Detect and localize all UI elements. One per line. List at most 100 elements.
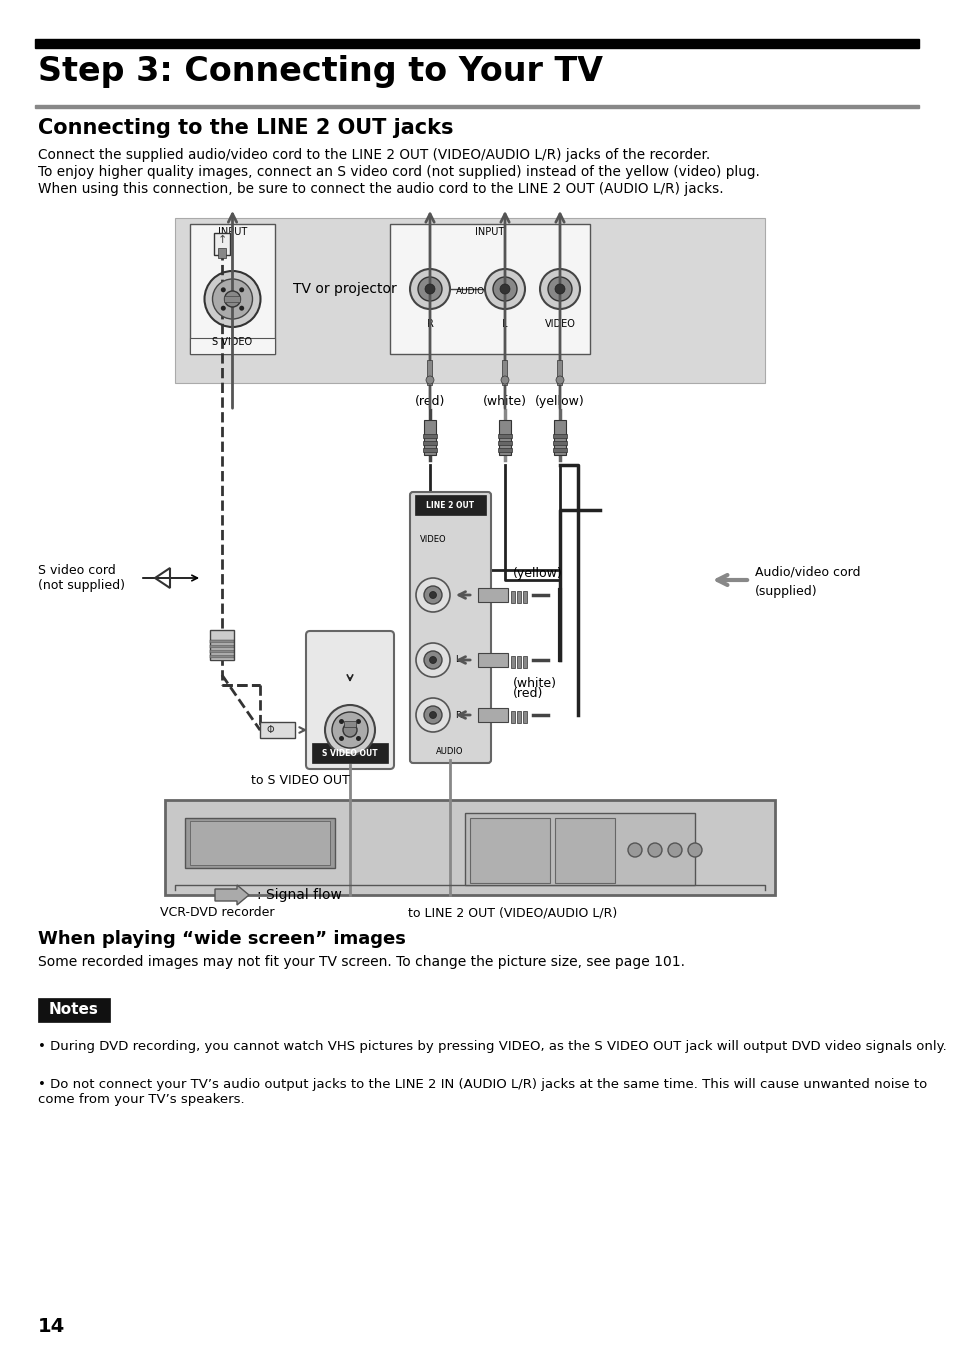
Text: (supplied): (supplied) bbox=[754, 585, 817, 599]
Bar bbox=[190, 224, 274, 354]
Bar bbox=[497, 434, 512, 438]
Circle shape bbox=[224, 291, 240, 307]
Bar bbox=[511, 711, 515, 723]
Text: TV or projector: TV or projector bbox=[293, 283, 396, 296]
Circle shape bbox=[426, 376, 434, 384]
Text: Connect the supplied audio/video cord to the LINE 2 OUT (VIDEO/AUDIO L/R) jacks : Connect the supplied audio/video cord to… bbox=[38, 147, 709, 162]
Circle shape bbox=[239, 288, 244, 292]
Bar bbox=[210, 654, 233, 658]
Circle shape bbox=[493, 277, 517, 301]
Text: R: R bbox=[426, 319, 433, 329]
Text: L: L bbox=[501, 319, 507, 329]
Text: LINE 2 OUT: LINE 2 OUT bbox=[425, 500, 474, 510]
Text: to S VIDEO OUT: to S VIDEO OUT bbox=[251, 773, 349, 787]
Bar bbox=[422, 441, 436, 445]
Circle shape bbox=[417, 277, 441, 301]
Text: ↑: ↑ bbox=[217, 235, 227, 245]
Bar bbox=[190, 338, 274, 354]
Text: When playing “wide screen” images: When playing “wide screen” images bbox=[38, 930, 405, 948]
Bar bbox=[553, 441, 566, 445]
Polygon shape bbox=[214, 886, 249, 904]
Text: AUDIO: AUDIO bbox=[455, 288, 484, 296]
Circle shape bbox=[484, 269, 524, 310]
Text: Some recorded images may not fit your TV screen. To change the picture size, see: Some recorded images may not fit your TV… bbox=[38, 955, 684, 969]
Circle shape bbox=[220, 288, 226, 292]
Text: VIDEO: VIDEO bbox=[419, 535, 446, 545]
Circle shape bbox=[325, 704, 375, 754]
Text: (white): (white) bbox=[513, 677, 557, 691]
Circle shape bbox=[667, 844, 681, 857]
Text: VIDEO: VIDEO bbox=[544, 319, 575, 329]
Text: : Signal flow: : Signal flow bbox=[256, 888, 341, 902]
Text: (red): (red) bbox=[513, 687, 543, 699]
Bar bbox=[190, 821, 330, 865]
Circle shape bbox=[499, 284, 510, 293]
Text: 14: 14 bbox=[38, 1317, 65, 1336]
Bar bbox=[553, 434, 566, 438]
Circle shape bbox=[355, 735, 360, 741]
Bar bbox=[477, 588, 507, 602]
Text: When using this connection, be sure to connect the audio cord to the LINE 2 OUT : When using this connection, be sure to c… bbox=[38, 183, 723, 196]
Bar bbox=[477, 708, 507, 722]
Bar bbox=[498, 420, 511, 456]
Circle shape bbox=[410, 269, 450, 310]
Text: INPUT: INPUT bbox=[217, 227, 247, 237]
Text: (white): (white) bbox=[482, 395, 526, 407]
Text: Connecting to the LINE 2 OUT jacks: Connecting to the LINE 2 OUT jacks bbox=[38, 118, 453, 138]
Text: Φ: Φ bbox=[266, 725, 274, 735]
Bar bbox=[165, 800, 774, 895]
Circle shape bbox=[338, 735, 344, 741]
Circle shape bbox=[500, 376, 509, 384]
Circle shape bbox=[547, 277, 572, 301]
Bar bbox=[210, 650, 233, 653]
Bar bbox=[422, 448, 436, 452]
Text: S video cord: S video cord bbox=[38, 564, 115, 576]
Text: Step 3: Connecting to Your TV: Step 3: Connecting to Your TV bbox=[38, 55, 602, 88]
Bar bbox=[423, 420, 436, 456]
Bar bbox=[35, 39, 918, 49]
Circle shape bbox=[239, 306, 244, 311]
Text: S VIDEO OUT: S VIDEO OUT bbox=[322, 749, 377, 757]
Circle shape bbox=[338, 719, 344, 725]
Bar bbox=[522, 591, 526, 603]
Bar bbox=[497, 448, 512, 452]
Circle shape bbox=[213, 279, 253, 319]
Bar bbox=[497, 441, 512, 445]
Bar bbox=[35, 105, 918, 108]
Bar bbox=[555, 818, 615, 883]
Text: AUDIO: AUDIO bbox=[436, 748, 463, 757]
Circle shape bbox=[647, 844, 661, 857]
Bar bbox=[38, 998, 110, 1022]
Circle shape bbox=[423, 706, 441, 725]
Text: to LINE 2 OUT (VIDEO/AUDIO L/R): to LINE 2 OUT (VIDEO/AUDIO L/R) bbox=[408, 906, 617, 919]
Text: • During DVD recording, you cannot watch VHS pictures by pressing VIDEO, as the : • During DVD recording, you cannot watch… bbox=[38, 1040, 945, 1053]
Bar bbox=[517, 711, 520, 723]
Bar bbox=[185, 818, 335, 868]
Text: (not supplied): (not supplied) bbox=[38, 579, 125, 592]
Bar bbox=[390, 224, 589, 354]
Circle shape bbox=[429, 657, 436, 664]
Circle shape bbox=[555, 284, 564, 293]
Bar bbox=[553, 448, 566, 452]
Bar bbox=[210, 639, 233, 644]
Circle shape bbox=[220, 306, 226, 311]
Bar bbox=[312, 744, 388, 763]
Bar bbox=[427, 360, 432, 385]
Circle shape bbox=[429, 711, 436, 718]
Bar bbox=[470, 818, 550, 883]
Text: (yellow): (yellow) bbox=[513, 566, 562, 580]
Text: (yellow): (yellow) bbox=[535, 395, 584, 407]
Text: L: L bbox=[455, 656, 459, 664]
Circle shape bbox=[416, 579, 450, 612]
Bar bbox=[522, 656, 526, 668]
Bar bbox=[511, 591, 515, 603]
Circle shape bbox=[416, 698, 450, 731]
Text: INPUT: INPUT bbox=[475, 227, 504, 237]
FancyBboxPatch shape bbox=[306, 631, 394, 769]
Bar bbox=[422, 434, 436, 438]
Text: To enjoy higher quality images, connect an S video cord (not supplied) instead o: To enjoy higher quality images, connect … bbox=[38, 165, 760, 178]
Bar bbox=[557, 360, 562, 385]
Bar bbox=[174, 218, 764, 383]
Bar bbox=[210, 645, 233, 648]
FancyBboxPatch shape bbox=[410, 492, 491, 763]
